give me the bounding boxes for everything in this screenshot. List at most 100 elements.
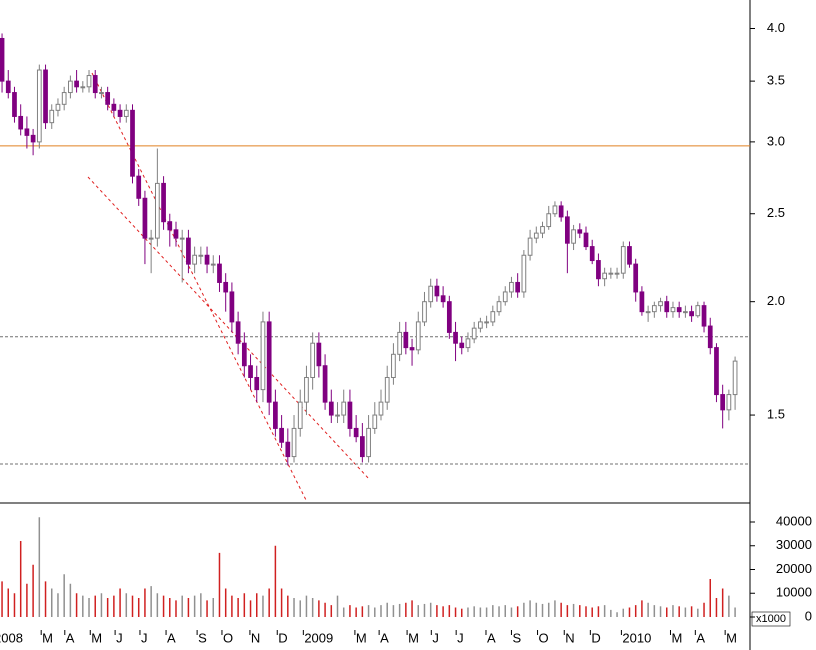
candle-body	[99, 92, 104, 95]
candle-body	[36, 69, 42, 143]
candle-body	[154, 182, 160, 239]
candle-body	[397, 331, 402, 355]
candle-body	[471, 327, 477, 340]
x-tick-label: M	[42, 630, 53, 645]
candle-body	[117, 109, 123, 117]
candle-body	[142, 197, 148, 239]
candle-body	[229, 291, 235, 323]
candle-body	[297, 401, 303, 429]
candle-body	[490, 311, 496, 323]
y-tick-label: 3.0	[767, 133, 785, 148]
candle-body	[496, 301, 502, 313]
volume-tick-label: 20000	[776, 561, 812, 576]
x-tick-label: D	[591, 630, 600, 645]
candle-body	[614, 272, 620, 275]
x-tick-label: J	[432, 630, 439, 645]
candle-body	[335, 414, 340, 417]
candle-body	[701, 305, 707, 327]
candle-body	[24, 128, 30, 136]
candle-body	[285, 441, 291, 458]
candle-body	[161, 182, 166, 223]
candle-body	[608, 272, 614, 275]
candle-body	[366, 427, 371, 458]
candle-body	[465, 338, 471, 349]
x-tick-label: J	[141, 630, 148, 645]
y-tick-label: 2.0	[767, 293, 785, 308]
candle-body	[689, 311, 694, 317]
candle-body	[92, 75, 98, 94]
candle-body	[378, 401, 384, 416]
candle-body	[459, 342, 465, 349]
candle-body	[80, 86, 86, 89]
candle-body	[235, 321, 241, 344]
x-tick-label: A	[487, 630, 496, 645]
x-tick-label: A	[167, 630, 176, 645]
candle-body	[558, 205, 564, 218]
candle-body	[664, 301, 670, 313]
candle-body	[478, 321, 483, 329]
candle-body	[596, 260, 601, 280]
candle-body	[446, 301, 452, 333]
candle-body	[509, 281, 514, 293]
candle-body	[310, 342, 316, 378]
candle-body	[68, 80, 73, 94]
candle-body	[248, 365, 253, 378]
candle-body	[546, 213, 552, 228]
x-tick-label: S	[512, 630, 521, 645]
candle-body	[484, 321, 489, 324]
candle-body	[527, 237, 533, 256]
candle-body	[210, 263, 216, 266]
candle-body	[602, 272, 607, 280]
candle-body	[564, 216, 570, 244]
candle-body	[223, 281, 229, 293]
candle-body	[316, 342, 322, 367]
candle-body	[55, 103, 61, 111]
candle-body	[266, 321, 272, 403]
y-tick-label: 4.0	[767, 20, 785, 35]
candle-body	[714, 347, 719, 396]
candle-body	[254, 376, 260, 391]
candle-body	[502, 291, 508, 303]
volume-tick-label: 0	[805, 608, 812, 623]
volume-unit: x1000	[756, 613, 786, 625]
x-tick-label: M	[671, 630, 682, 645]
x-tick-label: D	[278, 630, 287, 645]
candle-body	[428, 285, 434, 303]
candle-body	[260, 321, 266, 391]
candle-body	[658, 301, 663, 307]
x-tick-label: J	[457, 630, 464, 645]
candle-body	[30, 134, 36, 143]
volume-tick-label: 30000	[776, 537, 812, 552]
candle-body	[720, 394, 726, 411]
x-tick-label: M	[91, 630, 102, 645]
candle-body	[74, 80, 79, 88]
trend-channel-lower	[87, 176, 371, 481]
candle-body	[167, 221, 173, 231]
candle-body	[179, 237, 185, 240]
candle-body	[589, 246, 595, 262]
candle-body	[204, 254, 210, 265]
candle-body	[359, 436, 365, 458]
candle-body	[434, 285, 440, 297]
x-tick-label: S	[198, 630, 207, 645]
candle-body	[341, 401, 347, 416]
candle-body	[105, 92, 111, 105]
candle-body	[732, 360, 738, 396]
candle-body	[111, 103, 117, 111]
candle-body	[123, 109, 129, 117]
candle-body	[12, 92, 17, 117]
candle-body	[61, 92, 67, 105]
candle-body	[651, 305, 657, 313]
candle-body	[5, 80, 11, 94]
x-tick-label: 2009	[304, 630, 333, 645]
candle-body	[415, 321, 421, 351]
volume-tick-label: 10000	[776, 585, 812, 600]
candle-body	[683, 311, 688, 314]
candle-body	[273, 401, 278, 429]
candle-body	[639, 291, 645, 313]
candle-body	[391, 353, 396, 378]
candle-body	[198, 254, 204, 257]
candle-body	[571, 229, 576, 244]
candle-body	[627, 246, 632, 265]
candle-body	[670, 307, 676, 313]
